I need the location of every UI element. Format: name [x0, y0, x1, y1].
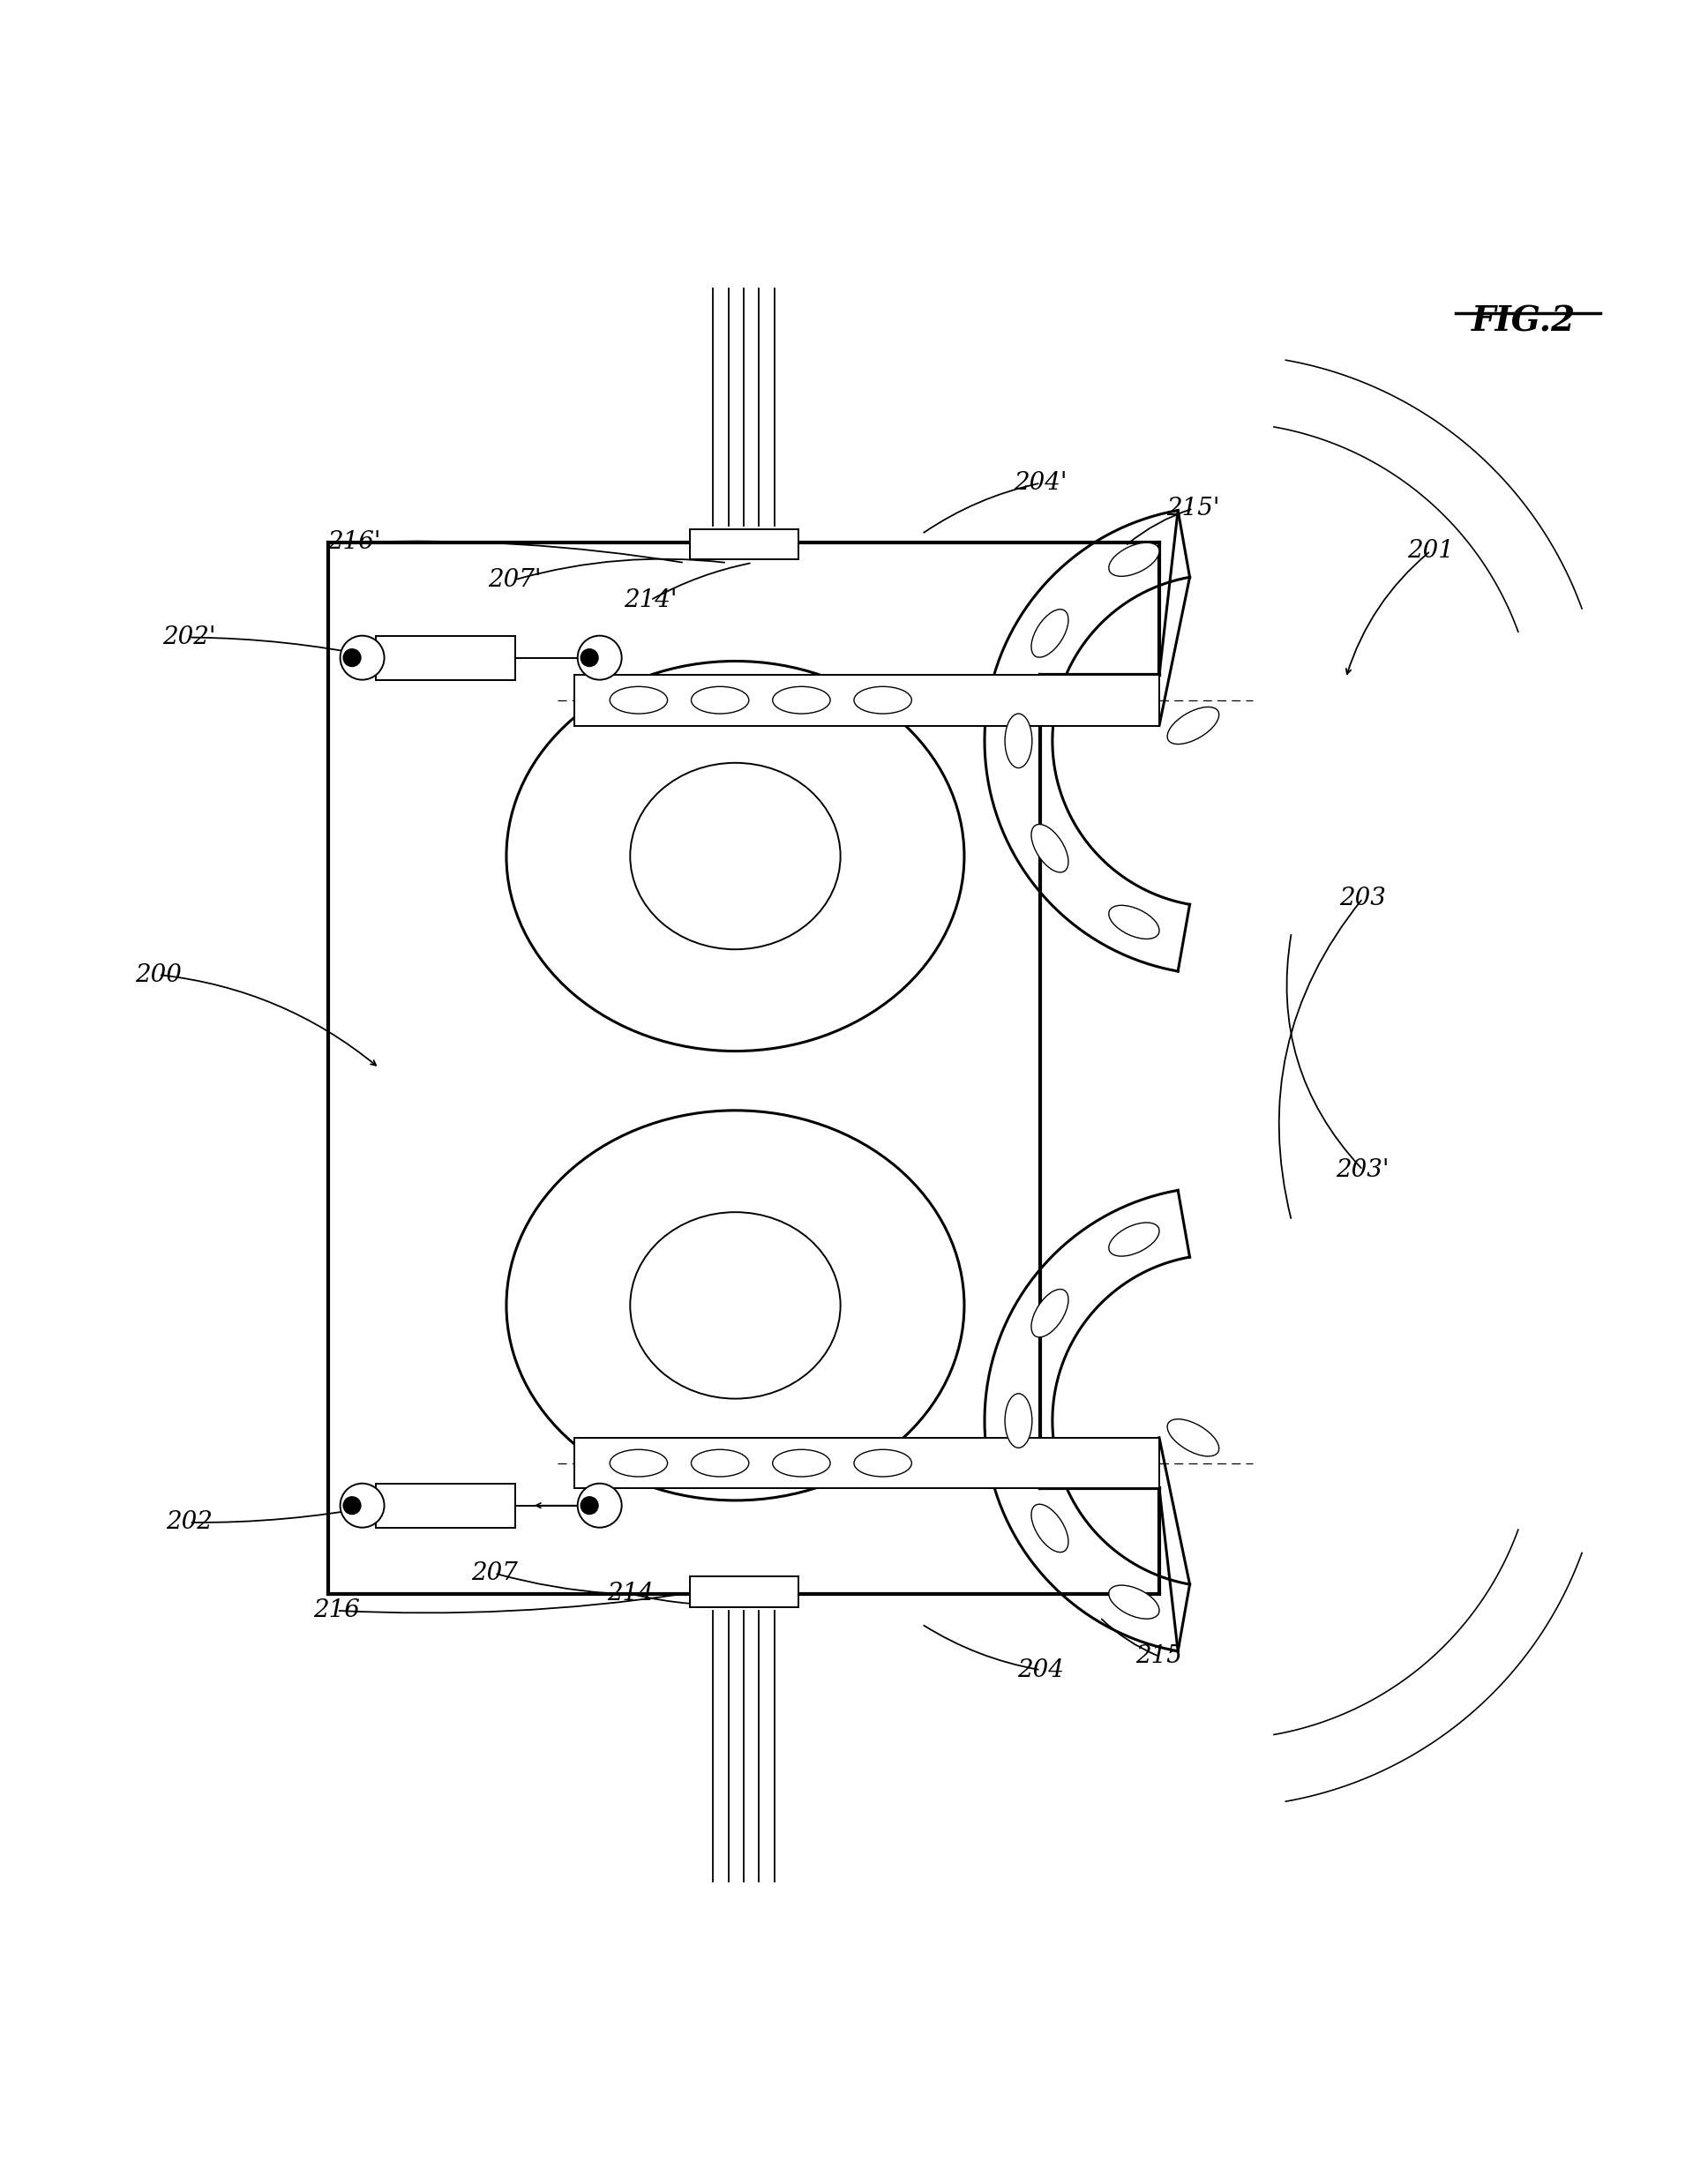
Circle shape	[581, 1497, 598, 1515]
Text: 200: 200	[135, 963, 183, 987]
Ellipse shape	[1167, 1419, 1220, 1456]
Text: 216: 216	[314, 1599, 360, 1623]
Ellipse shape	[610, 1450, 668, 1476]
Circle shape	[340, 636, 384, 679]
Text: 207': 207'	[488, 569, 541, 592]
Ellipse shape	[1032, 1289, 1069, 1337]
Circle shape	[343, 1497, 360, 1515]
Text: 215: 215	[1136, 1645, 1182, 1669]
Text: 214: 214	[606, 1582, 654, 1606]
Ellipse shape	[610, 686, 668, 714]
Circle shape	[340, 1484, 384, 1528]
Text: 202: 202	[166, 1510, 212, 1534]
Circle shape	[343, 649, 360, 666]
Ellipse shape	[854, 686, 912, 714]
Ellipse shape	[630, 1213, 840, 1400]
Ellipse shape	[692, 686, 748, 714]
Ellipse shape	[854, 1450, 912, 1476]
Ellipse shape	[1167, 707, 1220, 744]
Bar	[376, 636, 514, 679]
Ellipse shape	[1108, 542, 1160, 577]
Text: 203': 203'	[1336, 1159, 1389, 1183]
Ellipse shape	[772, 1450, 830, 1476]
Ellipse shape	[1108, 1586, 1160, 1619]
Text: 201: 201	[1407, 538, 1454, 562]
Ellipse shape	[1004, 714, 1032, 768]
Circle shape	[581, 649, 598, 666]
Ellipse shape	[506, 662, 965, 1050]
Ellipse shape	[1032, 1504, 1069, 1552]
Ellipse shape	[1004, 1393, 1032, 1447]
Ellipse shape	[692, 1450, 748, 1476]
Text: 216': 216'	[326, 529, 381, 553]
Ellipse shape	[630, 764, 840, 948]
Ellipse shape	[1032, 825, 1069, 872]
Bar	[690, 1578, 798, 1608]
Bar	[574, 1439, 1160, 1489]
Circle shape	[577, 636, 622, 679]
Ellipse shape	[772, 686, 830, 714]
Ellipse shape	[1108, 1222, 1160, 1256]
Ellipse shape	[1108, 905, 1160, 940]
Ellipse shape	[506, 1111, 965, 1499]
Text: 204: 204	[1018, 1658, 1064, 1682]
Text: 214': 214'	[623, 588, 676, 612]
Text: 204': 204'	[1015, 471, 1068, 495]
Circle shape	[577, 1484, 622, 1528]
Text: 203: 203	[1339, 888, 1387, 911]
Text: FIG.2: FIG.2	[1472, 306, 1576, 339]
Text: 215': 215'	[1167, 497, 1220, 521]
Bar	[376, 1484, 514, 1528]
Text: 207: 207	[471, 1562, 518, 1586]
Bar	[574, 675, 1160, 725]
Text: 202': 202'	[162, 625, 215, 649]
Bar	[690, 529, 798, 560]
Ellipse shape	[1032, 610, 1069, 658]
